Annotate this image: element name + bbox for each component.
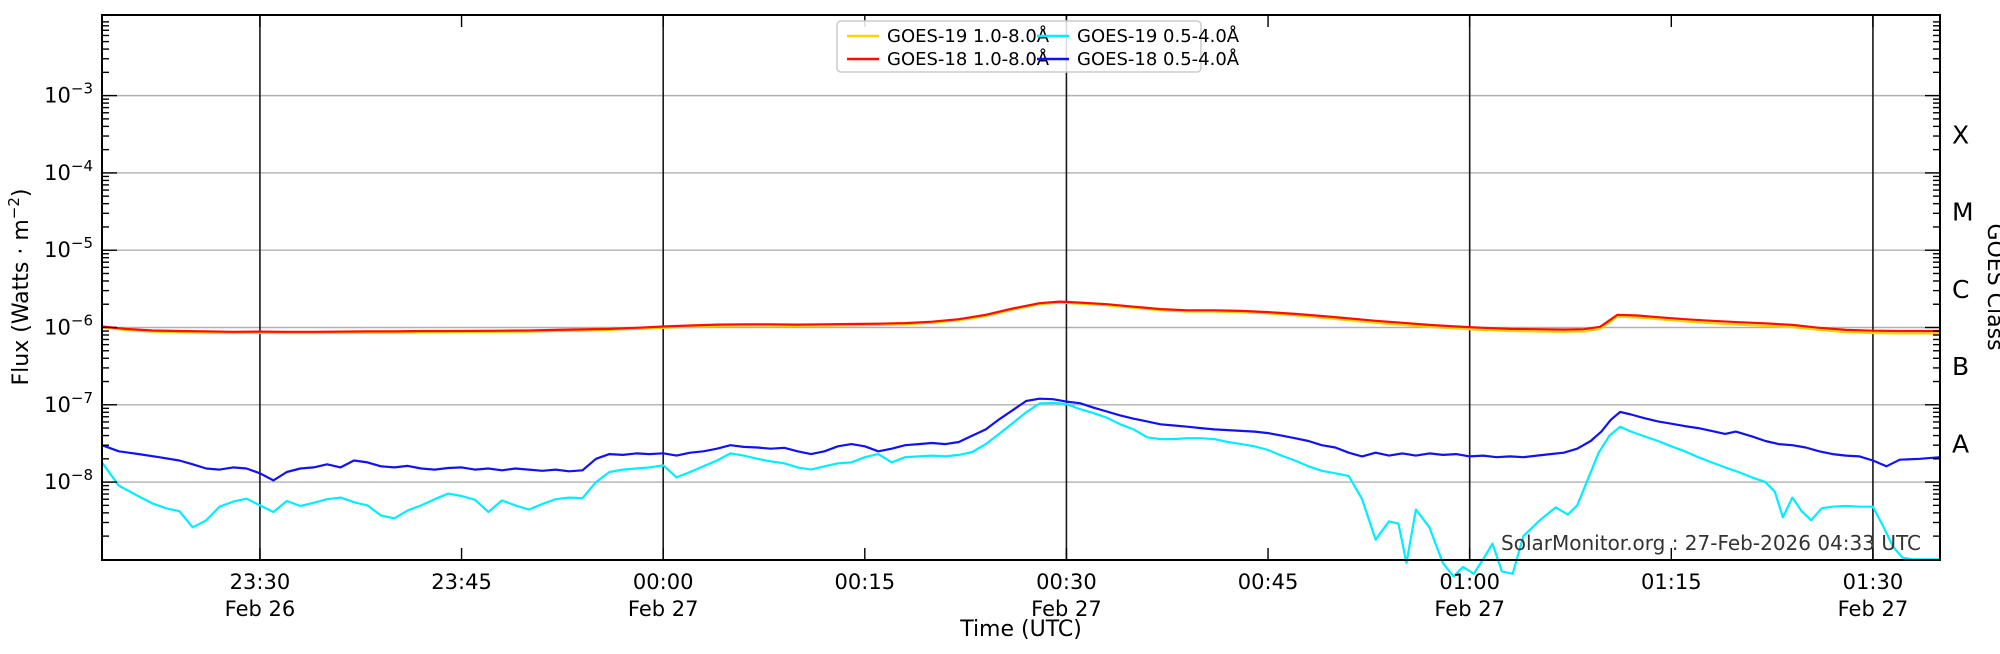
goes-class-C: C <box>1952 275 1969 304</box>
vertical-gridlines <box>259 15 1874 560</box>
x-tick-labels: 23:30 Feb 26 23:45 00:00 Feb 27 00:15 00:30 Feb… <box>225 570 1909 621</box>
x-tick-label: 01:30 <box>1843 570 1904 594</box>
legend-label-goes19-long: GOES-19 1.0-8.0Å <box>887 25 1050 47</box>
y-axis-label: Flux (Watts · m−2) <box>5 189 34 386</box>
y-tick-label: 10−8 <box>44 466 93 494</box>
series-GOES-18-1-0-8-0Å <box>102 300 1940 333</box>
axis-ticks <box>102 15 1940 560</box>
legend-label-goes18-short: GOES-18 0.5-4.0Å <box>1077 48 1240 70</box>
series-GOES-19-0-5-4-0Å <box>102 401 1940 578</box>
horizontal-gridlines <box>102 94 1940 483</box>
plot-border <box>101 14 1941 561</box>
y-tick-label: 10−6 <box>44 311 93 339</box>
goes-class-B: B <box>1952 352 1969 381</box>
y-tick-label: 10−4 <box>44 157 93 185</box>
x-tick-label: 23:30 <box>230 570 291 594</box>
x-tick-day-label: Feb 27 <box>1031 597 1102 621</box>
x-tick-day-label: Feb 27 <box>1434 597 1505 621</box>
x-axis-label: Time (UTC) <box>959 617 1082 642</box>
x-tick-label: 00:15 <box>835 570 896 594</box>
x-tick-label: 00:30 <box>1036 570 1097 594</box>
legend-box <box>836 20 1202 73</box>
series-GOES-18-0-5-4-0Å <box>102 397 1940 482</box>
y-tick-label: 10−3 <box>44 80 93 108</box>
goes-class-X: X <box>1952 120 1969 149</box>
y-tick-labels: 10−3 10−4 10−5 10−6 10−7 10−8 <box>44 80 93 494</box>
legend: GOES-19 1.0-8.0Å GOES-18 1.0-8.0Å GOES-1… <box>836 20 1240 73</box>
goes-class-M: M <box>1952 198 1974 227</box>
watermark: SolarMonitor.org : 27-Feb-2026 04:33 UTC <box>1501 531 1921 555</box>
x-tick-day-label: Feb 27 <box>1838 597 1909 621</box>
x-tick-label: 01:00 <box>1439 570 1500 594</box>
series-lines <box>102 300 1940 578</box>
x-tick-label: 23:45 <box>431 570 492 594</box>
y-tick-label: 10−5 <box>44 234 93 262</box>
legend-label-goes18-long: GOES-18 1.0-8.0Å <box>887 48 1050 70</box>
x-tick-day-label: Feb 27 <box>628 597 699 621</box>
x-tick-label: 00:45 <box>1238 570 1299 594</box>
legend-label-goes19-short: GOES-19 0.5-4.0Å <box>1077 25 1240 47</box>
x-tick-day-label: Feb 26 <box>225 597 296 621</box>
right-axis-label: GOES Class <box>1982 223 2000 350</box>
x-tick-label: 01:15 <box>1641 570 1702 594</box>
goes-class-letters: X M C B A <box>1952 120 1974 458</box>
goes-class-A: A <box>1952 429 1969 458</box>
y-tick-label: 10−7 <box>44 389 93 417</box>
x-tick-label: 00:00 <box>633 570 694 594</box>
